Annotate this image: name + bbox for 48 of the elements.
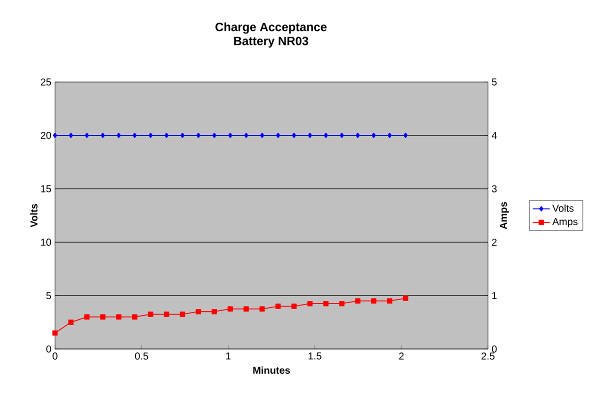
point xyxy=(402,296,408,301)
point xyxy=(164,312,170,317)
y2-tick-label: 2 xyxy=(492,238,497,246)
x-tick-label: 0.5 xyxy=(135,352,148,360)
y-tick-label: 10 xyxy=(41,238,52,246)
legend-label: Amps xyxy=(552,218,578,228)
point xyxy=(386,298,392,304)
point xyxy=(116,314,122,320)
x-tick-label: 1 xyxy=(226,352,231,360)
point xyxy=(84,314,90,320)
point xyxy=(260,306,265,312)
x-axis-title: Minutes xyxy=(253,366,290,374)
point xyxy=(100,314,106,320)
chart-title: Charge Acceptance xyxy=(215,22,327,34)
point xyxy=(148,312,154,317)
y-axis-title: Volts xyxy=(30,204,38,228)
y2-tick-label: 1 xyxy=(492,292,497,300)
x-tick-label: 2 xyxy=(399,352,404,360)
x-tick-label: 0 xyxy=(52,352,58,360)
point xyxy=(275,304,281,309)
point xyxy=(196,308,202,314)
point xyxy=(212,308,217,314)
legend-label: Volts xyxy=(552,204,574,212)
y2-tick-label: 3 xyxy=(492,185,497,192)
y-tick-label: 20 xyxy=(40,132,52,139)
y-tick-label: 5 xyxy=(46,292,52,300)
chart-subtitle: Battery NR03 xyxy=(234,36,308,48)
y2-tick-label: 0 xyxy=(492,345,497,353)
point xyxy=(323,300,329,306)
point xyxy=(228,306,233,312)
point xyxy=(68,320,74,325)
point xyxy=(355,298,360,304)
y2-tick-label: 4 xyxy=(492,132,497,139)
point xyxy=(339,300,344,306)
y2-tick-label: 5 xyxy=(492,78,497,86)
point xyxy=(52,330,58,336)
point xyxy=(244,306,249,312)
point xyxy=(180,312,186,317)
point xyxy=(371,298,376,304)
x-tick-label: 1.5 xyxy=(308,352,322,360)
y-tick-label: 25 xyxy=(40,78,52,86)
point xyxy=(291,304,297,309)
y2-axis-title: Amps xyxy=(500,202,509,230)
x-tick-label: 2.5 xyxy=(482,352,495,360)
y-tick-label: 0 xyxy=(46,345,52,353)
point xyxy=(132,314,138,320)
y-tick-label: 15 xyxy=(41,185,52,192)
point xyxy=(307,300,313,306)
